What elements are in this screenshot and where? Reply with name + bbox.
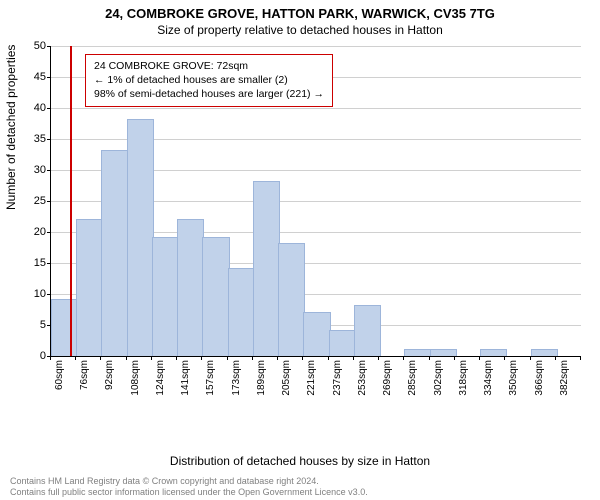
xtick-mark xyxy=(151,356,152,360)
xtick-label: 76sqm xyxy=(79,360,90,390)
ytick-mark xyxy=(47,232,51,233)
histogram-bar xyxy=(253,181,280,356)
xtick-label: 60sqm xyxy=(54,360,65,390)
xtick-label: 205sqm xyxy=(281,360,292,396)
xtick-mark xyxy=(580,356,581,360)
xtick-label: 237sqm xyxy=(332,360,343,396)
ytick-label: 35 xyxy=(18,133,46,145)
ytick-mark xyxy=(47,201,51,202)
chart-area: 24 COMBROKE GROVE: 72sqm← 1% of detached… xyxy=(50,46,580,416)
xtick-mark xyxy=(555,356,556,360)
ytick-label: 30 xyxy=(18,164,46,176)
xtick-label: 124sqm xyxy=(155,360,166,396)
histogram-bar xyxy=(177,219,204,356)
footer-line2: Contains full public sector information … xyxy=(10,487,368,498)
xtick-label: 189sqm xyxy=(256,360,267,396)
xtick-mark xyxy=(227,356,228,360)
xtick-mark xyxy=(530,356,531,360)
xtick-mark xyxy=(277,356,278,360)
histogram-bar xyxy=(303,312,330,356)
ytick-mark xyxy=(47,108,51,109)
ytick-label: 5 xyxy=(18,319,46,331)
xtick-label: 221sqm xyxy=(306,360,317,396)
ytick-mark xyxy=(47,139,51,140)
xtick-label: 366sqm xyxy=(534,360,545,396)
histogram-bar xyxy=(430,349,457,356)
xtick-mark xyxy=(403,356,404,360)
xtick-mark xyxy=(176,356,177,360)
reference-line xyxy=(70,46,72,356)
xtick-mark xyxy=(302,356,303,360)
histogram-bar xyxy=(228,268,255,356)
annotation-line: 98% of semi-detached houses are larger (… xyxy=(94,87,324,101)
xtick-mark xyxy=(328,356,329,360)
ytick-label: 0 xyxy=(18,350,46,362)
xtick-label: 318sqm xyxy=(458,360,469,396)
xtick-label: 108sqm xyxy=(130,360,141,396)
ytick-label: 20 xyxy=(18,226,46,238)
ytick-label: 10 xyxy=(18,288,46,300)
ytick-mark xyxy=(47,294,51,295)
xtick-label: 173sqm xyxy=(231,360,242,396)
annotation-line: 24 COMBROKE GROVE: 72sqm xyxy=(94,59,324,73)
chart-title-sub: Size of property relative to detached ho… xyxy=(0,21,600,41)
xtick-mark xyxy=(353,356,354,360)
xtick-label: 285sqm xyxy=(407,360,418,396)
xtick-mark xyxy=(378,356,379,360)
ytick-label: 45 xyxy=(18,71,46,83)
histogram-bar xyxy=(101,150,128,356)
ytick-label: 15 xyxy=(18,257,46,269)
histogram-bar xyxy=(480,349,507,356)
y-axis-label: Number of detached properties xyxy=(4,45,18,210)
histogram-bar xyxy=(51,299,78,356)
xtick-mark xyxy=(75,356,76,360)
histogram-bar xyxy=(354,305,381,356)
ytick-mark xyxy=(47,263,51,264)
xtick-mark xyxy=(50,356,51,360)
xtick-label: 253sqm xyxy=(357,360,368,396)
histogram-bar xyxy=(152,237,179,356)
xtick-label: 92sqm xyxy=(104,360,115,390)
chart-title-main: 24, COMBROKE GROVE, HATTON PARK, WARWICK… xyxy=(0,0,600,21)
xtick-mark xyxy=(429,356,430,360)
plot-area: 24 COMBROKE GROVE: 72sqm← 1% of detached… xyxy=(50,46,581,357)
xtick-label: 157sqm xyxy=(205,360,216,396)
xtick-label: 302sqm xyxy=(433,360,444,396)
annotation-box: 24 COMBROKE GROVE: 72sqm← 1% of detached… xyxy=(85,54,333,107)
footer-line1: Contains HM Land Registry data © Crown c… xyxy=(10,476,368,487)
ytick-label: 40 xyxy=(18,102,46,114)
histogram-bar xyxy=(202,237,229,356)
xtick-mark xyxy=(454,356,455,360)
ytick-mark xyxy=(47,46,51,47)
histogram-bar xyxy=(329,330,356,356)
histogram-bar xyxy=(76,219,103,356)
annotation-line: ← 1% of detached houses are smaller (2) xyxy=(94,73,324,87)
xtick-label: 350sqm xyxy=(508,360,519,396)
xtick-label: 334sqm xyxy=(483,360,494,396)
ytick-label: 50 xyxy=(18,40,46,52)
ytick-mark xyxy=(47,170,51,171)
xtick-label: 269sqm xyxy=(382,360,393,396)
xtick-label: 141sqm xyxy=(180,360,191,396)
xtick-label: 382sqm xyxy=(559,360,570,396)
histogram-bar xyxy=(404,349,431,356)
gridline xyxy=(51,46,581,47)
histogram-bar xyxy=(531,349,558,356)
gridline xyxy=(51,108,581,109)
xtick-mark xyxy=(201,356,202,360)
xtick-mark xyxy=(504,356,505,360)
xtick-mark xyxy=(100,356,101,360)
xtick-mark xyxy=(252,356,253,360)
histogram-bar xyxy=(278,243,305,356)
ytick-mark xyxy=(47,77,51,78)
ytick-label: 25 xyxy=(18,195,46,207)
histogram-bar xyxy=(127,119,154,356)
x-axis-label: Distribution of detached houses by size … xyxy=(0,454,600,468)
footer-attribution: Contains HM Land Registry data © Crown c… xyxy=(10,476,368,498)
xtick-mark xyxy=(126,356,127,360)
xtick-mark xyxy=(479,356,480,360)
